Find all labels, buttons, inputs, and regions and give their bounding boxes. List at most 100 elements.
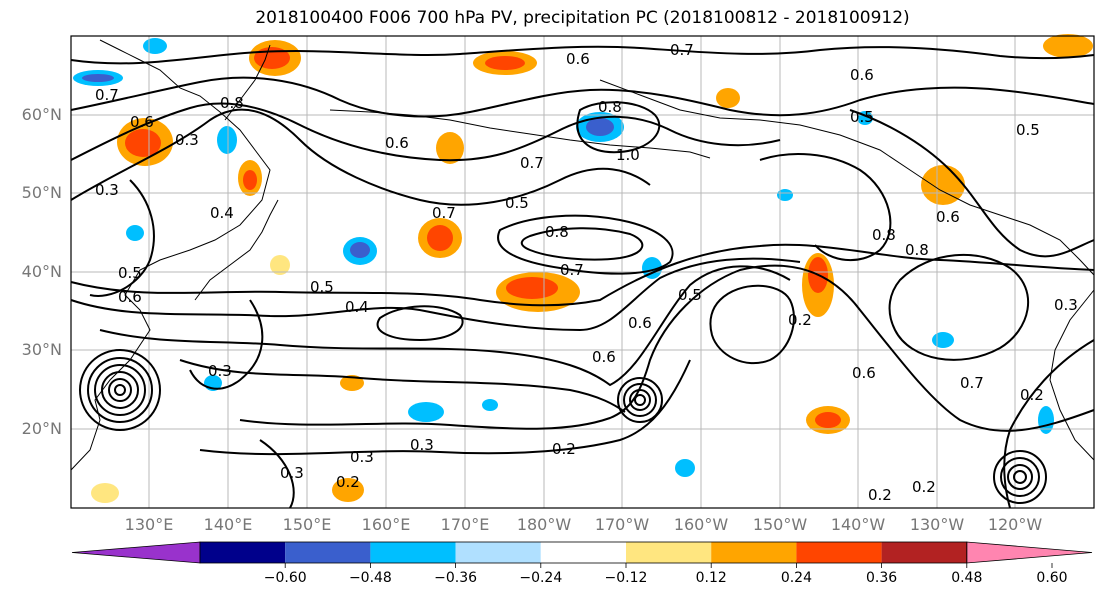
colorbar-tick-label: 0.36 [866, 570, 897, 586]
colorbar-tick-label: −0.12 [605, 570, 648, 586]
contour-label: 0.2 [552, 440, 576, 458]
contour-line [189, 299, 264, 390]
colorbar-frame [199, 541, 968, 564]
cyclone-ring-set [617, 377, 663, 423]
cyclone-ring [114, 384, 126, 396]
contour-line [99, 265, 791, 387]
colorbar-tick-label: −0.36 [434, 570, 477, 586]
contour-line [70, 257, 801, 332]
contour-line [709, 284, 795, 365]
shade-patch [932, 332, 954, 348]
contour-label: 0.5 [1016, 121, 1040, 139]
contour-label: 1.0 [616, 146, 640, 164]
contour-line [888, 253, 1029, 361]
shade-patch [350, 242, 370, 258]
colorbar-segment [881, 542, 967, 563]
coastline-north-america [1049, 289, 1095, 461]
colorbar-segment [711, 542, 797, 563]
coastline-alaska [599, 79, 1095, 276]
contour-line [259, 439, 295, 509]
contour-line [376, 305, 464, 342]
cyclone-ring [87, 357, 153, 423]
cyclone-ring [1007, 464, 1033, 490]
shade-patch [340, 375, 364, 391]
colorbar-segment [796, 542, 882, 563]
colorbar-extend-min [71, 541, 201, 564]
contour-line [849, 109, 1095, 258]
cyclone-ring [617, 377, 663, 423]
contour-label: 0.2 [788, 311, 812, 329]
contour-label: 0.4 [210, 204, 234, 222]
shade-patch [91, 483, 119, 503]
shade-patch [1038, 406, 1054, 434]
contour-label: 0.6 [118, 288, 142, 306]
lon-label: 140°E [204, 515, 253, 534]
shade-patch [777, 189, 793, 201]
contour-label: 0.3 [410, 436, 434, 454]
contour-line [179, 359, 626, 413]
contour-label: 0.7 [95, 86, 119, 104]
lon-label: 180°W [517, 515, 572, 534]
shade-patch [126, 225, 144, 241]
contour-label: 0.5 [850, 108, 874, 126]
colorbar-segment [626, 542, 712, 563]
colorbar-tick-label: 0.60 [1036, 570, 1067, 586]
colorbar-segments [71, 541, 1093, 564]
contour-label: 0.8 [220, 94, 244, 112]
contour-label: 0.8 [598, 98, 622, 116]
coastline-japan [194, 199, 279, 301]
contour-label: 0.7 [520, 154, 544, 172]
contour-labels: 0.7 0.6 0.3 0.8 0.4 0.3 0.5 0.6 0.5 0.4 … [95, 41, 1078, 504]
graticule-lines [71, 36, 1094, 508]
contour-label: 0.3 [350, 448, 374, 466]
cyclone-contours [79, 349, 1047, 504]
contour-line [70, 102, 781, 162]
lon-label: 170°E [441, 515, 490, 534]
plot-title: 2018100400 F006 700 hPa PV, precipitatio… [255, 8, 910, 28]
contour-label: 0.6 [628, 314, 652, 332]
lon-label: 130°E [125, 515, 174, 534]
shade-patch [1043, 34, 1093, 58]
cyclone-ring [623, 383, 657, 417]
lon-label: 140°W [831, 515, 886, 534]
latitude-labels: 60°N 50°N 40°N 30°N 20°N [22, 105, 62, 438]
cyclone-ring-set [993, 450, 1047, 504]
lat-label: 30°N [22, 340, 62, 359]
contour-label: 0.6 [566, 50, 590, 68]
contour-label: 0.6 [936, 208, 960, 226]
map-panel [70, 34, 1095, 509]
lat-label: 40°N [22, 262, 62, 281]
contour-label: 0.6 [130, 113, 154, 131]
contour-line [70, 45, 1095, 65]
contour-line [759, 153, 892, 262]
lat-label: 60°N [22, 105, 62, 124]
contour-label: 0.2 [1020, 386, 1044, 404]
cyclone-ring [629, 389, 651, 411]
contour-label: 0.7 [670, 41, 694, 59]
contour-label: 0.7 [960, 374, 984, 392]
colorbar-tick-label: 0.48 [951, 570, 982, 586]
contour-label: 0.7 [432, 204, 456, 222]
shade-patch [642, 257, 662, 279]
contour-line [199, 359, 691, 456]
lon-label: 160°W [674, 515, 729, 534]
colorbar: −0.60 −0.48 −0.36 −0.24 −0.12 0.12 0.24 0.36 0.4… [71, 541, 1093, 586]
shade-patch [270, 255, 290, 275]
contour-label: 0.5 [118, 264, 142, 282]
shade-patch [217, 126, 237, 154]
colorbar-ticks: −0.60 −0.48 −0.36 −0.24 −0.12 0.12 0.24 0.36 0.4… [264, 563, 1068, 586]
coastline-aleutians [329, 109, 711, 159]
colorbar-tick-label: −0.48 [349, 570, 392, 586]
contour-label: 0.5 [505, 194, 529, 212]
shade-patch [332, 478, 364, 502]
colorbar-tick-label: −0.24 [519, 570, 562, 586]
contour-label: 0.6 [592, 348, 616, 366]
contour-label: 0.8 [905, 241, 929, 259]
shade-patch [485, 56, 525, 70]
shade-patch [586, 118, 614, 136]
contour-label: 0.2 [868, 486, 892, 504]
contour-line [70, 108, 651, 206]
colorbar-tick-label: −0.60 [264, 570, 307, 586]
lon-label: 170°W [595, 515, 650, 534]
